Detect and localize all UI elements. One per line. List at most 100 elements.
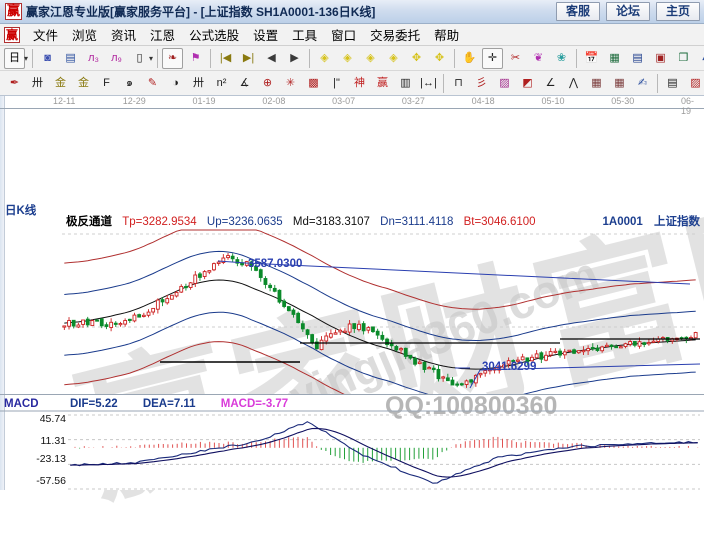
box-frame-icon[interactable]: ⊓ <box>454 76 463 89</box>
fan-arrow-icon[interactable]: ◩ <box>522 76 533 89</box>
spiral-icon[interactable]: ๑ <box>126 76 133 89</box>
zoom-diamond-5-icon[interactable]: ✥ <box>411 51 422 64</box>
candle-style-caret[interactable]: ▾ <box>149 53 154 63</box>
window-title: 赢家江恩专业版[赢家服务平台] - [上证指数 SH1A0001-136日K线] <box>26 5 376 19</box>
candle <box>380 334 385 340</box>
candle <box>572 349 576 354</box>
next-icon[interactable]: ▶ <box>290 51 299 64</box>
fan-box-icon[interactable]: ▨ <box>499 76 510 89</box>
copy-icon[interactable]: ❐ <box>678 51 689 64</box>
pen-red-icon[interactable]: ✎ <box>147 76 158 89</box>
angle-icon[interactable]: ∡ <box>239 76 250 89</box>
fan-red-icon[interactable]: 彡 <box>476 76 487 89</box>
menu-item-settings[interactable]: 设置 <box>253 29 279 43</box>
zoom-diamond-6-icon[interactable]: ✥ <box>434 51 445 64</box>
menu-item-file[interactable]: 文件 <box>33 29 59 43</box>
panel-list-icon[interactable]: ▤ <box>667 76 678 89</box>
menu-item-help[interactable]: 帮助 <box>434 29 460 43</box>
zoom-diamond-4-icon[interactable]: ◈ <box>389 51 398 64</box>
candle <box>413 357 417 365</box>
candle <box>277 289 282 303</box>
circle-scale-icon[interactable]: ◑ <box>172 76 179 89</box>
grid-b-icon[interactable]: ▦ <box>614 76 625 89</box>
candle <box>693 332 698 339</box>
period-day-button[interactable]: 日 <box>4 47 25 69</box>
gann-fan-icon[interactable]: 卅 <box>32 76 43 89</box>
macd-panel[interactable]: MACD DIF=5.22 DEA=7.11 MACD=-3.77 45.74 … <box>0 392 704 490</box>
zoom-diamond-3-icon[interactable]: ◈ <box>366 51 375 64</box>
pattern-search-icon[interactable]: ❧ <box>162 47 184 69</box>
gold-ratio-2-icon[interactable]: 金 <box>78 76 89 89</box>
menu-item-gann[interactable]: 江恩 <box>150 29 176 43</box>
shen-grid-icon[interactable]: 神 <box>354 76 365 89</box>
candle <box>651 340 656 343</box>
candle <box>132 314 137 322</box>
channel-band-md <box>64 279 696 370</box>
report-icon[interactable]: ▤ <box>65 51 76 64</box>
forum-button[interactable]: 论坛 <box>606 2 650 21</box>
n-square-icon[interactable]: n² <box>216 76 227 89</box>
zoom-diamond-1-icon[interactable]: ◈ <box>320 51 329 64</box>
grid-lines-icon[interactable]: 卅 <box>193 76 204 89</box>
candle <box>455 383 460 386</box>
macd-dea: DEA=7.11 <box>142 398 196 410</box>
indicator-3-icon[interactable]: л₃ <box>88 51 99 64</box>
low-annotation-label: 3041.6299 <box>482 361 537 373</box>
calendar-icon[interactable]: 📅 <box>584 51 599 64</box>
flag-marker-icon[interactable]: ⚑ <box>190 51 201 64</box>
ying-grid-icon[interactable]: 赢 <box>377 76 388 89</box>
candle <box>155 299 160 310</box>
ruler-grid-icon[interactable]: ▥ <box>400 76 411 89</box>
indicator-9-icon[interactable]: л₉ <box>111 51 122 64</box>
candle <box>141 314 146 317</box>
quote-line-icon[interactable]: |" <box>333 76 340 89</box>
target-icon[interactable]: ⊕ <box>262 76 273 89</box>
last-page-icon[interactable]: ▶| <box>242 51 255 64</box>
scissors-icon[interactable]: ✂ <box>510 51 521 64</box>
candle <box>310 334 315 344</box>
overlay-chart-icon[interactable]: ◙ <box>44 51 51 64</box>
trend-lines-icon[interactable]: ∠ <box>545 76 556 89</box>
crosshair-icon[interactable]: ✛ <box>482 47 504 69</box>
first-page-icon[interactable]: |◀ <box>219 51 232 64</box>
candle <box>422 361 427 370</box>
candle-style-icon[interactable]: ▯ <box>136 51 143 64</box>
tree-icon[interactable]: ❦ <box>533 51 544 64</box>
customer-service-button[interactable]: 客服 <box>556 2 600 21</box>
print-icon[interactable]: ▰ <box>696 48 704 69</box>
candle <box>258 269 263 278</box>
gold-ratio-1-icon[interactable]: 金 <box>55 76 66 89</box>
square-web-icon[interactable]: ▩ <box>308 76 319 89</box>
star-burst-icon[interactable]: ✳ <box>285 76 296 89</box>
fibonacci-icon[interactable]: F <box>103 76 110 89</box>
menu-item-tools[interactable]: 工具 <box>292 29 318 43</box>
zoom-diamond-2-icon[interactable]: ◈ <box>343 51 352 64</box>
document-icon[interactable]: ▤ <box>632 51 643 64</box>
menu-item-news[interactable]: 资讯 <box>111 29 137 43</box>
homepage-button[interactable]: 主页 <box>656 2 700 21</box>
candle <box>221 257 226 263</box>
toolbar-separator <box>443 73 444 93</box>
prev-icon[interactable]: ◀ <box>267 51 276 64</box>
brain-icon[interactable]: ❀ <box>556 51 567 64</box>
app-logo-icon: 赢 <box>5 3 22 20</box>
panel-red-icon[interactable]: ▨ <box>690 76 701 89</box>
toolbar-separator <box>657 73 658 93</box>
menu-item-formula-stock-pick[interactable]: 公式选股 <box>189 29 240 43</box>
candle <box>548 351 553 356</box>
period-dropdown-caret[interactable]: ▾ <box>24 53 29 63</box>
menu-item-window[interactable]: 窗口 <box>331 29 357 43</box>
measure-icon[interactable]: |↔| <box>420 76 437 89</box>
candle <box>464 380 469 385</box>
candle <box>291 309 296 315</box>
hand-pan-icon[interactable]: ✋ <box>462 51 477 64</box>
indicator-md: Md=3183.3107 <box>292 216 370 228</box>
grid-a-icon[interactable]: ▦ <box>591 76 602 89</box>
zigzag-icon[interactable]: ⋀ <box>568 76 579 89</box>
save-icon[interactable]: ▣ <box>655 51 666 64</box>
parallel-icon[interactable]: ✍ <box>637 76 648 89</box>
pen-draw-icon[interactable]: ✒ <box>9 76 20 89</box>
grid-table-icon[interactable]: ▦ <box>609 51 620 64</box>
menu-item-browse[interactable]: 浏览 <box>72 29 98 43</box>
menu-item-trade-order[interactable]: 交易委托 <box>370 29 421 43</box>
